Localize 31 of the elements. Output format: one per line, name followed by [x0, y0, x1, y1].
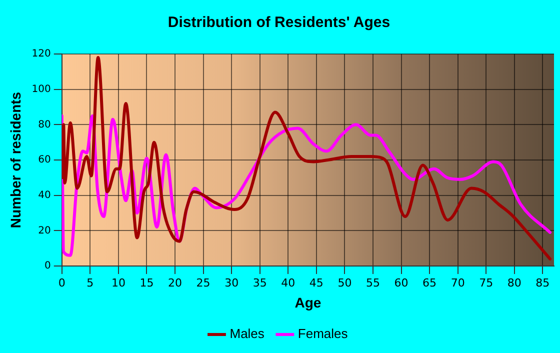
x-tick-label: 20 — [168, 276, 182, 290]
x-tick-label: 60 — [394, 276, 408, 290]
x-tick-label: 55 — [366, 276, 380, 290]
x-tick-label: 15 — [140, 276, 154, 290]
y-tick-label: 20 — [38, 225, 51, 236]
x-tick-label: 30 — [224, 276, 239, 290]
x-tick-label: 5 — [86, 276, 94, 290]
y-tick-label: 60 — [38, 154, 51, 166]
x-axis-title: Age — [294, 294, 322, 310]
line-series — [62, 56, 552, 260]
x-tick-label: 80 — [507, 276, 522, 290]
x-tick-label: 65 — [422, 276, 437, 290]
x-tick-label: 50 — [338, 276, 352, 290]
y-tick-label: 0 — [44, 260, 51, 272]
x-tick-label: 40 — [281, 276, 296, 290]
legend-label: Females — [298, 326, 348, 342]
y-axis-title: Number of residents — [7, 92, 24, 228]
x-tick-label: 0 — [58, 276, 66, 290]
y-tick-label: 100 — [32, 84, 51, 95]
x-tick-label: 35 — [252, 276, 267, 290]
x-tick-label: 75 — [479, 276, 494, 290]
x-tick-label: 70 — [450, 276, 465, 290]
legend-label: Males — [230, 326, 265, 342]
y-tick-label: 80 — [38, 119, 51, 130]
y-tick-label: 40 — [38, 190, 51, 201]
x-tick-label: 85 — [536, 276, 550, 290]
chart-title: Distribution of Residents' Ages — [168, 14, 390, 32]
x-tick-label: 45 — [309, 276, 324, 290]
y-tick-label: 120 — [32, 48, 51, 60]
x-tick-label: 10 — [111, 276, 126, 290]
x-tick-label: 25 — [196, 276, 210, 290]
